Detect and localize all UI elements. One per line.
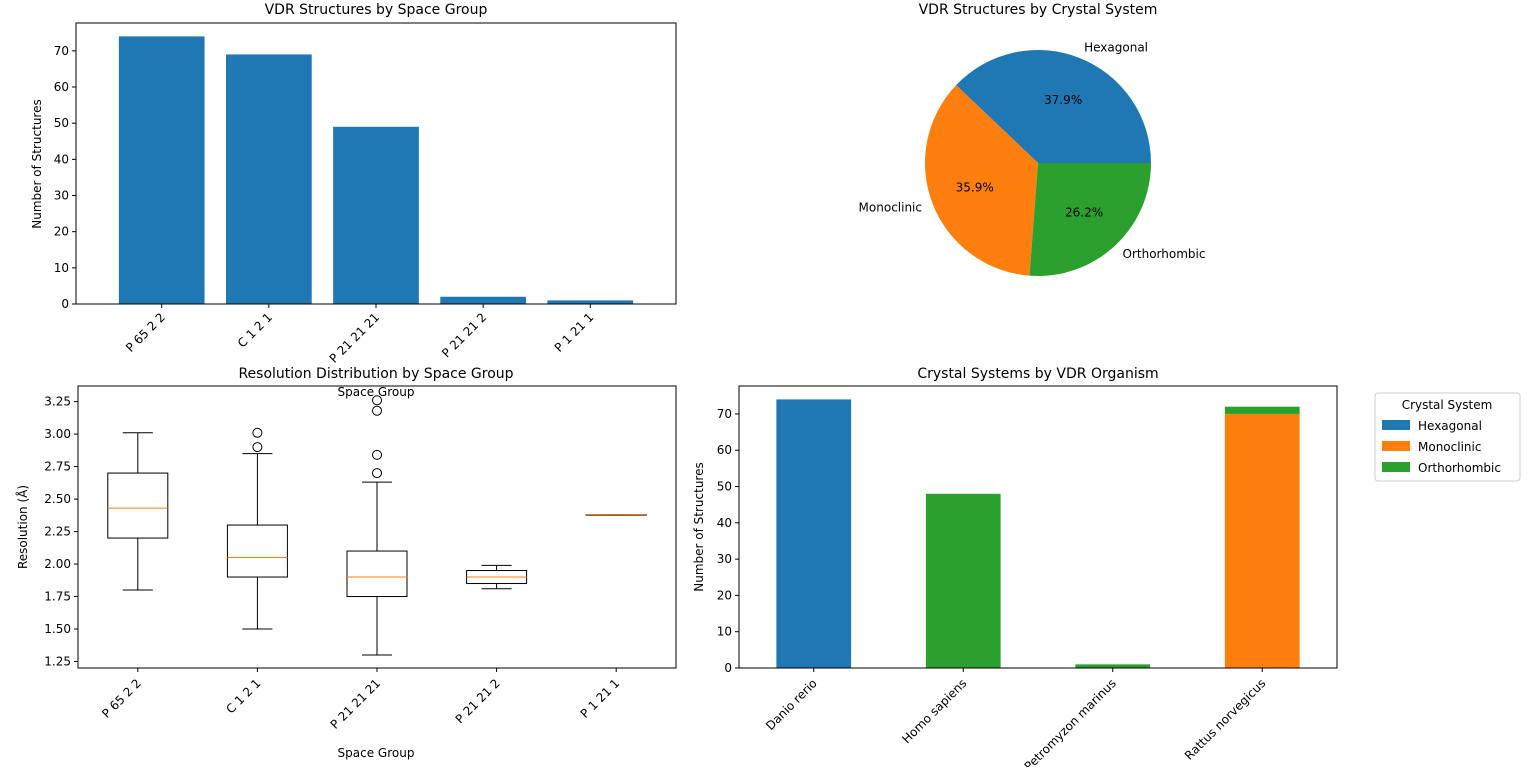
legend-label: Monoclinic	[1418, 440, 1481, 454]
pie-slice-orthorhombic	[1029, 163, 1151, 276]
y-tick-label: 10	[54, 261, 69, 275]
legend-swatch-monoclinic	[1382, 441, 1410, 451]
bar-petromyzon-marinus-orthorhombic	[1075, 664, 1151, 668]
pie-slice-label: Monoclinic	[859, 201, 922, 215]
y-tick-label: 20	[717, 588, 732, 602]
x-tick-label: P 21 21 21	[328, 676, 384, 732]
y-tick-label: 20	[54, 225, 69, 239]
bar-rattus-norvegicus-orthorhombic	[1224, 406, 1300, 414]
x-axis-label-space-group: Space Group	[338, 385, 415, 399]
y-tick-label: 1.50	[44, 622, 71, 636]
pie-slice-label: Orthorhombic	[1123, 247, 1206, 261]
bar-p-21-21-21	[333, 126, 419, 305]
x-tick-label: Rattus norvegicus	[1182, 676, 1268, 762]
space-group-bar-chart: VDR Structures by Space Group Number of …	[30, 2, 677, 399]
box-p-21-21-21	[346, 395, 408, 656]
y-tick-label: 10	[717, 625, 732, 639]
chart-title-crystal-system: VDR Structures by Crystal System	[919, 2, 1158, 18]
box-iqr	[226, 524, 288, 578]
y-tick-label: 30	[717, 552, 732, 566]
chart-title-organism: Crystal Systems by VDR Organism	[917, 366, 1158, 382]
bar-c-1-2-1	[226, 54, 312, 305]
y-tick-label: 3.00	[44, 427, 71, 441]
x-tick-label: Petromyzon marinus	[1022, 676, 1119, 767]
y-tick-label: 50	[717, 480, 732, 494]
y-tick-label: 2.50	[44, 492, 71, 506]
box-p-65-2-2	[107, 432, 169, 591]
organism-stacked-bar-chart: Crystal Systems by VDR Organism Number o…	[692, 366, 1521, 767]
y-tick-label: 40	[717, 516, 732, 530]
pie-pct-label: 26.2%	[1065, 206, 1103, 220]
x-tick-label: P 65 2 2	[99, 676, 144, 721]
y-tick-label: 50	[54, 116, 69, 130]
y-axis-label-resolution: Resolution (Å)	[15, 485, 30, 569]
y-axis-label-organism: Number of Structures	[692, 462, 706, 591]
box-iqr	[346, 550, 408, 598]
pie-slice-monoclinic	[925, 85, 1038, 276]
x-tick-label: Homo sapiens	[899, 676, 969, 746]
y-tick-label: 60	[717, 443, 732, 457]
y-tick-label: 3.25	[44, 395, 71, 409]
x-tick-label: P 21 21 21	[327, 310, 383, 366]
chart-title-space-group: VDR Structures by Space Group	[265, 2, 488, 18]
y-tick-label: 1.75	[44, 590, 71, 604]
x-tick-label: P 21 21 2	[439, 310, 489, 360]
box-p-1-21-1	[585, 514, 647, 516]
x-tick-label: Danio rerio	[763, 676, 820, 733]
legend-swatch-hexagonal	[1382, 420, 1410, 430]
outlier-point	[252, 442, 263, 453]
bar-p-1-21-1	[547, 300, 634, 304]
bar-rattus-norvegicus-monoclinic	[1224, 413, 1300, 668]
pie-slice-hexagonal	[956, 49, 1151, 163]
x-tick-label: P 1 21 1	[552, 310, 597, 355]
legend-label: Hexagonal	[1418, 419, 1482, 433]
y-axis-label-space-group: Number of Structures	[30, 99, 44, 228]
outlier-point	[372, 395, 382, 406]
legend-swatch-orthorhombic	[1382, 462, 1410, 472]
bar-p-65-2-2	[118, 36, 205, 304]
x-tick-label: P 1 21 1	[578, 676, 623, 721]
x-axis-label-resolution: Space Group	[338, 746, 415, 760]
plot-frame-space-group	[75, 22, 677, 305]
bar-danio-rerio-hexagonal	[776, 399, 852, 668]
bar-homo-sapiens-orthorhombic	[925, 493, 1001, 668]
y-tick-label: 2.25	[44, 525, 71, 539]
box-iqr	[107, 472, 169, 539]
outlier-point	[372, 449, 382, 460]
x-tick-label: P 65 2 2	[123, 310, 168, 355]
legend-title: Crystal System	[1402, 398, 1493, 412]
outlier-point	[372, 468, 382, 479]
box-p-21-21-2	[466, 564, 528, 590]
y-tick-label: 60	[54, 80, 69, 94]
pie-pct-label: 37.9%	[1044, 93, 1082, 107]
outlier-point	[252, 427, 263, 438]
y-tick-label: 0	[724, 661, 732, 675]
y-tick-label: 2.00	[44, 557, 71, 571]
y-tick-label: 2.75	[44, 460, 71, 474]
pie-slice-label: Hexagonal	[1084, 41, 1148, 55]
y-tick-label: 70	[717, 407, 732, 421]
x-tick-label: C 1 2 1	[235, 310, 275, 350]
legend-crystal-system: Crystal System Hexagonal Monoclinic Orthor…	[1374, 392, 1521, 482]
y-tick-label: 30	[54, 189, 69, 203]
y-tick-label: 1.25	[44, 655, 71, 669]
outlier-point	[372, 405, 382, 416]
x-tick-label: C 1 2 1	[223, 676, 263, 716]
chart-title-resolution: Resolution Distribution by Space Group	[238, 366, 513, 382]
x-tick-label: P 21 21 2	[453, 676, 503, 726]
plot-frame-organism	[738, 385, 1338, 669]
resolution-box-plot: Resolution Distribution by Space Group R…	[15, 366, 677, 760]
crystal-system-pie-chart: VDR Structures by Crystal System 37.9% He…	[859, 2, 1206, 276]
box-c-1-2-1	[226, 427, 288, 630]
legend-label: Orthorhombic	[1418, 461, 1501, 475]
y-tick-label: 70	[54, 44, 69, 58]
y-tick-label: 40	[54, 152, 69, 166]
plot-frame-resolution	[77, 385, 677, 669]
bar-p-21-21-2	[440, 296, 526, 304]
pie-pct-label: 35.9%	[956, 180, 994, 194]
y-tick-label: 0	[61, 297, 69, 311]
